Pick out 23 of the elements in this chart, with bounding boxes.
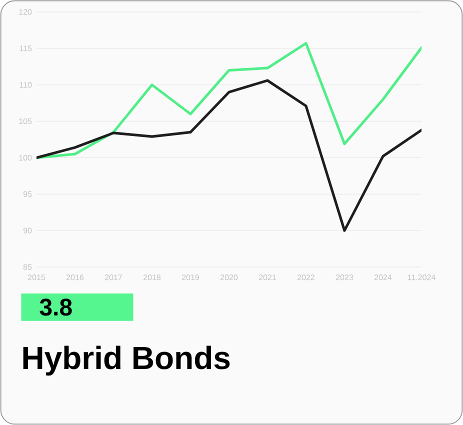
text: 3.8 [40, 298, 72, 316]
y-tick-label: 85 [23, 264, 32, 270]
y-tick-label: 90 [23, 228, 32, 234]
line-series [36, 79, 422, 232]
y-tick-label: 110 [20, 82, 32, 88]
x-tick-label: 2018 [144, 274, 161, 280]
x-tick-label: 2019 [182, 274, 200, 280]
x-tick-label: 2021 [259, 274, 276, 280]
x-tick-label: 2015 [28, 274, 46, 280]
y-tick-label: 120 [19, 9, 32, 15]
x-tick-label: 2020 [220, 274, 238, 280]
x-tick-label: 2024 [374, 274, 392, 280]
x-tick-label: 2017 [105, 274, 122, 280]
x-tick-label: 2016 [66, 274, 84, 280]
x-tick-label: 2022 [298, 274, 314, 280]
y-tick-label: 100 [19, 154, 32, 161]
x-tick-label: 2023 [336, 274, 354, 280]
line-series [36, 42, 422, 160]
y-tick-label: 115 [20, 46, 32, 52]
x-tick-label: 11.2024 [408, 274, 436, 280]
y-tick-label: 95 [23, 191, 32, 197]
y-tick-label: 105 [19, 118, 32, 124]
text: Hybrid Bonds [23, 346, 230, 376]
